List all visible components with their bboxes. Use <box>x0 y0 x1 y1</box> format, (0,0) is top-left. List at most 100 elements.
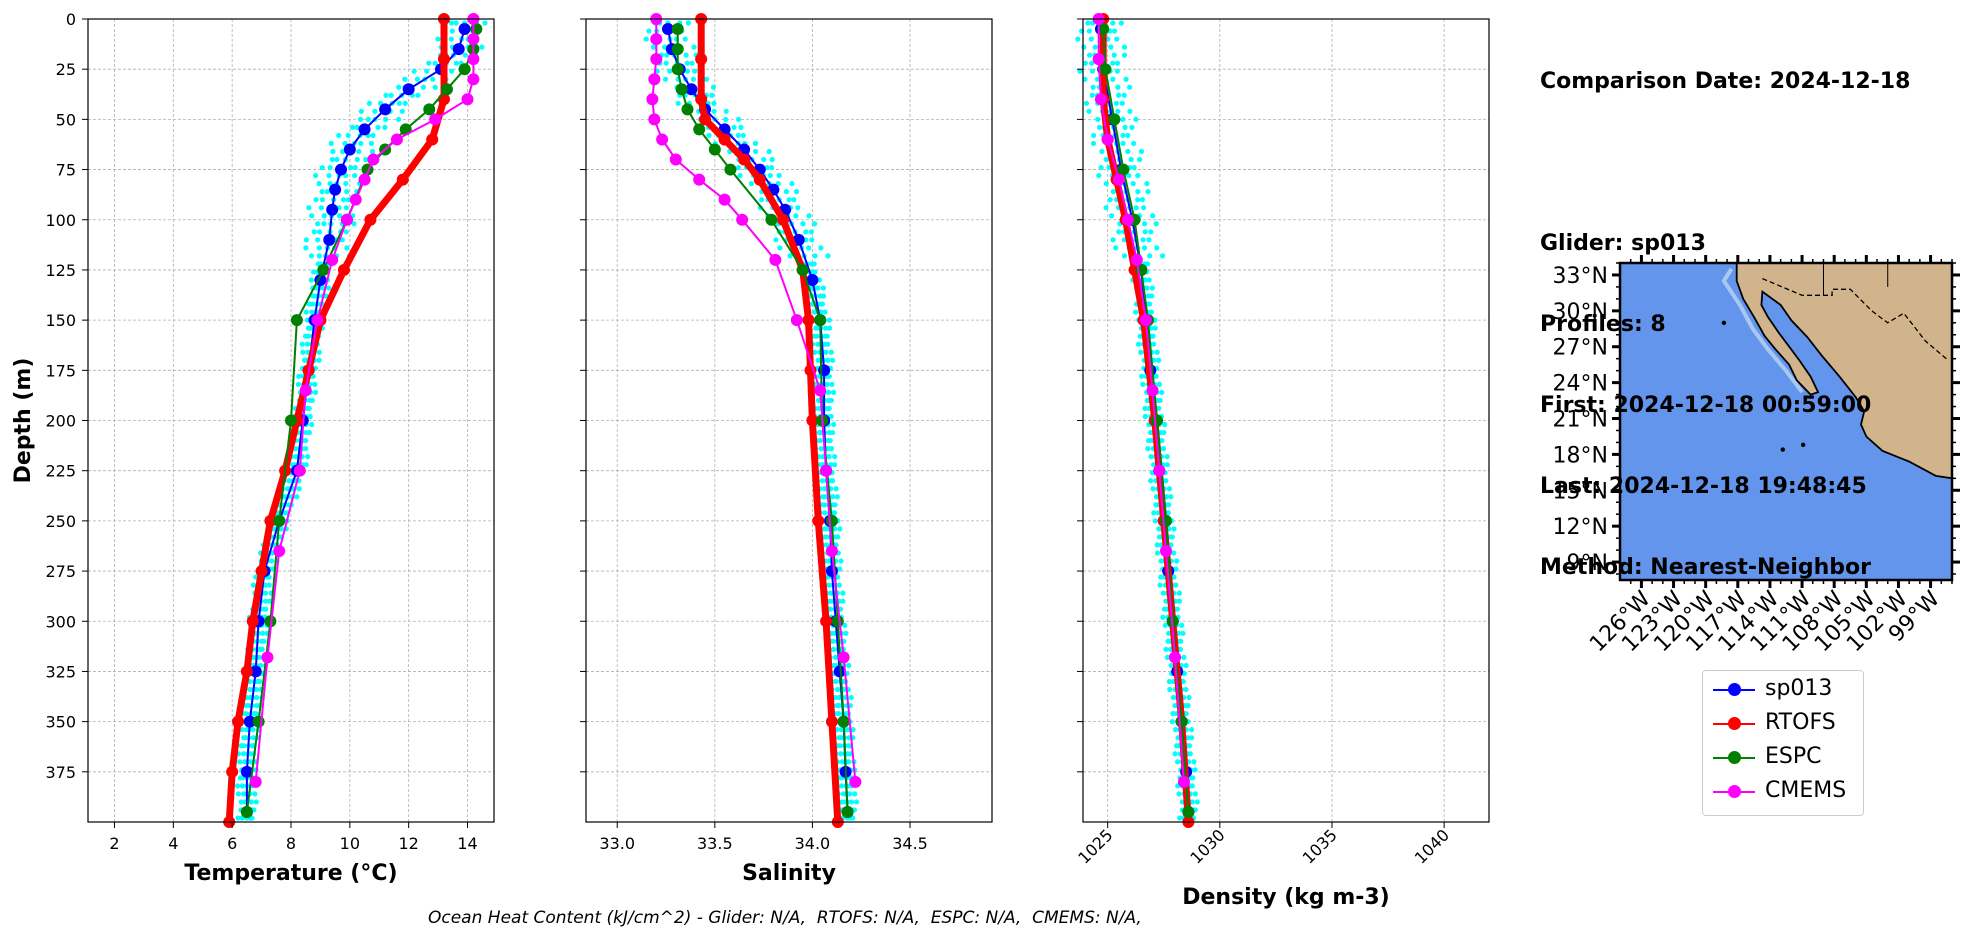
raw-glider-point <box>768 164 775 171</box>
raw-glider-point <box>411 68 417 74</box>
raw-glider-point <box>793 189 800 195</box>
raw-glider-point <box>766 148 772 155</box>
raw-glider-point <box>819 301 826 307</box>
raw-glider-point <box>828 413 834 420</box>
raw-glider-point <box>1171 526 1177 532</box>
series-point-rtofs <box>825 715 838 728</box>
y-tick-label: 150 <box>45 311 76 330</box>
series-point-espc <box>671 63 684 76</box>
raw-glider-point <box>1179 622 1185 628</box>
raw-glider-point <box>414 76 421 82</box>
raw-glider-point <box>803 229 809 235</box>
raw-glider-point <box>1171 574 1177 580</box>
raw-glider-point <box>839 783 845 789</box>
raw-glider-point <box>831 421 837 428</box>
raw-glider-point <box>848 799 855 805</box>
series-point-rtofs <box>232 715 245 728</box>
series-point-sp013 <box>326 203 339 216</box>
raw-glider-point <box>806 213 812 219</box>
raw-glider-point <box>312 381 318 387</box>
raw-glider-point <box>1176 590 1182 596</box>
raw-glider-point <box>319 197 326 203</box>
raw-glider-point <box>354 124 360 131</box>
raw-glider-point <box>1107 197 1113 203</box>
raw-glider-point <box>1186 694 1192 701</box>
raw-glider-point <box>777 245 783 251</box>
raw-glider-point <box>318 205 325 211</box>
raw-glider-point <box>1127 108 1133 114</box>
raw-glider-point <box>1168 542 1174 548</box>
profile-panel-1: 0 25 50 75 100 125 150 175 200 225 250 275 300 325 350… <box>11 10 495 886</box>
raw-glider-point <box>791 197 797 203</box>
raw-glider-point <box>1085 20 1091 26</box>
raw-glider-point <box>824 534 830 540</box>
series-point-espc <box>671 23 684 36</box>
raw-glider-point <box>352 172 358 179</box>
raw-glider-point <box>462 52 468 58</box>
raw-glider-point <box>1108 213 1115 219</box>
lat-label: 33°N <box>1553 264 1608 289</box>
series-point-sp013 <box>825 565 838 578</box>
raw-glider-point <box>1087 52 1093 58</box>
raw-glider-point <box>821 502 828 508</box>
series-point-cmems <box>1112 173 1125 186</box>
raw-glider-point <box>262 582 269 588</box>
raw-glider-point <box>300 349 306 355</box>
raw-glider-point <box>825 253 831 259</box>
raw-glider-point <box>1110 60 1116 66</box>
y-tick-label: 325 <box>45 662 76 681</box>
raw-glider-point <box>235 815 241 821</box>
series-point-cmems <box>358 173 371 186</box>
raw-glider-point <box>239 783 245 789</box>
series-point-sp013 <box>661 23 674 36</box>
raw-glider-point <box>826 405 832 412</box>
raw-glider-point <box>1142 229 1148 235</box>
series-point-cmems <box>814 384 827 397</box>
series-point-rtofs <box>777 213 790 226</box>
raw-glider-point <box>453 60 459 66</box>
raw-glider-point <box>1127 84 1133 90</box>
raw-glider-point <box>1135 172 1141 179</box>
series-point-espc <box>1099 63 1112 76</box>
series-point-espc <box>837 715 850 728</box>
series-point-espc <box>440 83 453 96</box>
raw-glider-point <box>1082 76 1088 82</box>
raw-glider-point <box>1167 686 1173 693</box>
raw-glider-point <box>832 510 838 516</box>
shelf-contour <box>1721 267 1804 394</box>
raw-glider-point <box>828 446 835 452</box>
y-tick-label: 25 <box>56 60 76 79</box>
raw-glider-point <box>316 349 322 355</box>
series-point-cmems <box>1159 544 1172 557</box>
raw-glider-point <box>306 405 312 412</box>
raw-glider-point <box>1186 743 1193 749</box>
raw-glider-point <box>1159 253 1166 259</box>
x-tick-label: 8 <box>286 834 296 853</box>
raw-glider-point <box>752 140 759 147</box>
raw-glider-point <box>253 799 259 805</box>
raw-glider-point <box>1190 775 1196 781</box>
x-tick-label: 1030 <box>1186 825 1228 867</box>
series-point-cmems <box>367 153 380 166</box>
raw-glider-point <box>239 727 246 733</box>
raw-glider-point <box>259 630 266 636</box>
series-point-espc <box>458 63 471 76</box>
raw-glider-point <box>313 197 319 203</box>
y-tick-label: 125 <box>45 261 76 280</box>
profile-panel-3: 1025 1030 1035 1040 Density (kg m-3) <box>1074 13 1490 910</box>
raw-glider-point <box>343 229 349 235</box>
raw-glider-point <box>340 197 347 203</box>
raw-glider-point <box>424 68 430 74</box>
raw-glider-point <box>1150 341 1157 347</box>
raw-glider-point <box>251 735 257 741</box>
series-point-sp013 <box>358 123 371 136</box>
raw-glider-point <box>307 413 313 420</box>
info-panel: Comparison Date: 2024-12-18 Glider: sp01… <box>1540 14 1910 608</box>
raw-glider-point <box>1091 132 1097 139</box>
lat-label: 18°N <box>1553 443 1608 468</box>
raw-glider-point <box>811 261 817 267</box>
raw-glider-point <box>1086 108 1092 114</box>
raw-glider-point <box>328 140 334 147</box>
series-point-cmems <box>648 73 661 86</box>
raw-glider-point <box>1133 116 1139 122</box>
